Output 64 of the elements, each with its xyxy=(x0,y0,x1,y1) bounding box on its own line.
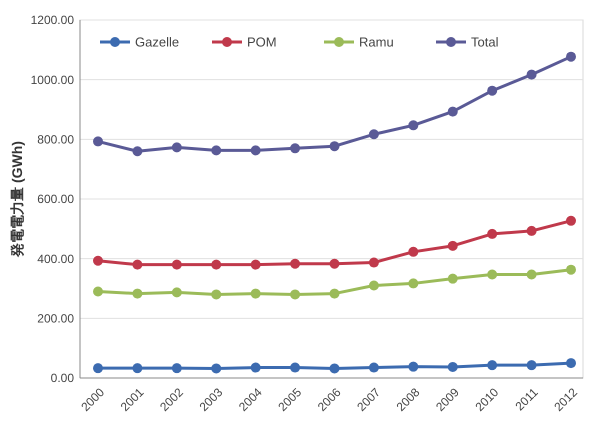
point xyxy=(211,260,222,270)
point xyxy=(211,145,222,156)
point xyxy=(408,278,418,288)
y-tick-label: 1000.00 xyxy=(30,72,74,87)
y-tick-label: 0.00 xyxy=(50,371,74,386)
point xyxy=(368,280,379,291)
point xyxy=(526,226,537,236)
point xyxy=(487,360,498,370)
point xyxy=(368,362,379,373)
point xyxy=(330,141,340,152)
point xyxy=(172,363,182,374)
point xyxy=(250,362,261,373)
point xyxy=(448,240,458,251)
point xyxy=(250,288,261,299)
y-tick-label: 800.00 xyxy=(37,132,74,147)
y-tick-label: 400.00 xyxy=(37,252,74,266)
point xyxy=(290,289,300,300)
point xyxy=(566,358,576,368)
point xyxy=(487,269,498,280)
point xyxy=(93,286,103,296)
point xyxy=(487,86,498,96)
point xyxy=(290,258,300,269)
point xyxy=(368,258,379,268)
y-tick-label: 200.00 xyxy=(37,312,74,326)
y-tick-label: 1200.00 xyxy=(30,13,74,28)
point xyxy=(290,143,300,154)
point xyxy=(132,260,142,270)
point xyxy=(368,129,379,140)
point xyxy=(132,146,142,156)
point xyxy=(330,288,340,299)
point xyxy=(408,362,418,372)
point xyxy=(526,70,537,80)
point xyxy=(172,142,182,152)
point xyxy=(448,362,458,372)
point xyxy=(132,363,142,374)
point xyxy=(290,362,300,373)
point xyxy=(566,52,576,62)
legend-label: Total xyxy=(471,34,499,50)
point xyxy=(132,288,142,299)
point xyxy=(330,258,340,269)
legend-label: Ramu xyxy=(359,34,394,50)
legend-label: Gazelle xyxy=(135,34,180,50)
point xyxy=(93,136,103,146)
point xyxy=(250,145,261,156)
point xyxy=(93,256,103,266)
point xyxy=(448,274,458,284)
point xyxy=(250,260,261,270)
point xyxy=(487,228,498,239)
legend-label: POM xyxy=(247,34,277,50)
point xyxy=(211,363,222,374)
point xyxy=(93,363,103,374)
point xyxy=(408,120,418,130)
point xyxy=(408,246,418,257)
point xyxy=(566,264,576,275)
y-axis-title: 発電電力量 (GWh) xyxy=(9,141,25,258)
point xyxy=(172,260,182,270)
point xyxy=(566,216,576,226)
point xyxy=(448,106,458,117)
point xyxy=(526,269,537,280)
point xyxy=(330,363,340,374)
point xyxy=(526,360,537,370)
point xyxy=(211,289,222,300)
y-tick-label: 600.00 xyxy=(37,192,74,206)
point xyxy=(172,287,182,298)
